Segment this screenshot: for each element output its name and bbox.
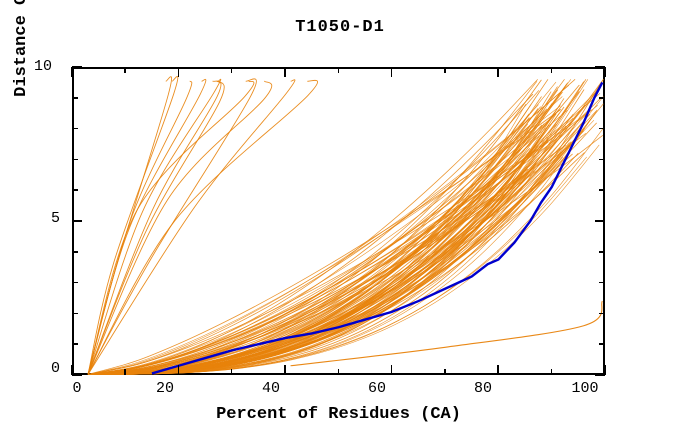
y-axis-tick-10 (72, 66, 82, 68)
x-axis-tick-20 (178, 365, 180, 375)
x-axis-tick-90 (551, 369, 553, 375)
curve-plot-svg (72, 67, 605, 375)
y-axis-tick-right-6 (599, 189, 605, 191)
x-axis-tick-top-10 (124, 67, 126, 73)
y-axis-tick-5 (72, 220, 82, 222)
x-axis-tick-40 (284, 365, 286, 375)
y-axis-tick-right-7 (599, 159, 605, 161)
x-axis-tick-top-50 (338, 67, 340, 73)
x-axis-label: Percent of Residues (CA) (72, 405, 605, 424)
x-tick-label-0: 0 (62, 380, 92, 397)
y-axis-tick-2 (72, 313, 78, 315)
orange-outlier-curve-2-0 (88, 81, 221, 375)
x-axis-tick-top-60 (391, 67, 393, 77)
y-tick-label-5: 5 (30, 210, 60, 227)
x-axis-tick-top-30 (231, 67, 233, 73)
x-tick-label-60: 60 (362, 380, 392, 397)
x-axis-tick-10 (124, 369, 126, 375)
x-axis-tick-top-20 (178, 67, 180, 77)
x-axis-tick-top-70 (444, 67, 446, 73)
y-axis-tick-4 (72, 251, 78, 253)
y-axis-tick-right-2 (599, 313, 605, 315)
x-tick-label-40: 40 (256, 380, 286, 397)
y-axis-tick-8 (72, 128, 78, 130)
x-axis-tick-top-80 (497, 67, 499, 77)
x-axis-tick-top-100 (604, 67, 606, 77)
x-axis-tick-30 (231, 369, 233, 375)
orange-outlier-curve-1-0 (88, 81, 192, 375)
y-axis-tick-1 (72, 343, 78, 345)
y-axis-tick-6 (72, 189, 78, 191)
chart-title: T1050-D1 (0, 18, 680, 37)
x-axis-tick-top-40 (284, 67, 286, 77)
orange-model-curve-44 (88, 153, 570, 375)
x-axis-tick-top-0 (71, 67, 73, 77)
y-tick-label-0: 0 (30, 360, 60, 377)
y-axis-tick-9 (72, 97, 78, 99)
x-axis-tick-70 (444, 369, 446, 375)
y-axis-tick-right-8 (599, 128, 605, 130)
x-tick-label-20: 20 (150, 380, 180, 397)
orange-outlier-curve-3-0 (88, 79, 256, 375)
chart-root: T1050-D1 Distance Cutoff, A Percent of R… (0, 0, 680, 440)
y-axis-tick-right-4 (599, 251, 605, 253)
x-axis-tick-50 (338, 369, 340, 375)
x-axis-tick-80 (497, 365, 499, 375)
x-tick-label-100: 100 (570, 380, 600, 397)
y-axis-tick-3 (72, 282, 78, 284)
orange-outlier-curve-1-2 (88, 79, 221, 374)
y-axis-tick-7 (72, 159, 78, 161)
y-axis-tick-right-5 (595, 220, 605, 222)
y-axis-tick-right-9 (599, 97, 605, 99)
x-axis-tick-top-90 (551, 67, 553, 73)
x-tick-label-80: 80 (468, 380, 498, 397)
y-axis-tick-right-0 (595, 374, 605, 376)
orange-model-curve-102 (88, 103, 552, 374)
y-axis-tick-right-3 (599, 282, 605, 284)
orange-model-curve-38 (88, 126, 548, 374)
orange-outlier-curve-2-1 (88, 81, 224, 375)
y-axis-tick-right-1 (599, 343, 605, 345)
x-axis-tick-60 (391, 365, 393, 375)
orange-outlier-curve-1-1 (88, 79, 206, 374)
y-tick-label-10: 10 (22, 58, 52, 75)
y-axis-tick-right-10 (595, 66, 605, 68)
y-axis-tick-0 (72, 374, 82, 376)
